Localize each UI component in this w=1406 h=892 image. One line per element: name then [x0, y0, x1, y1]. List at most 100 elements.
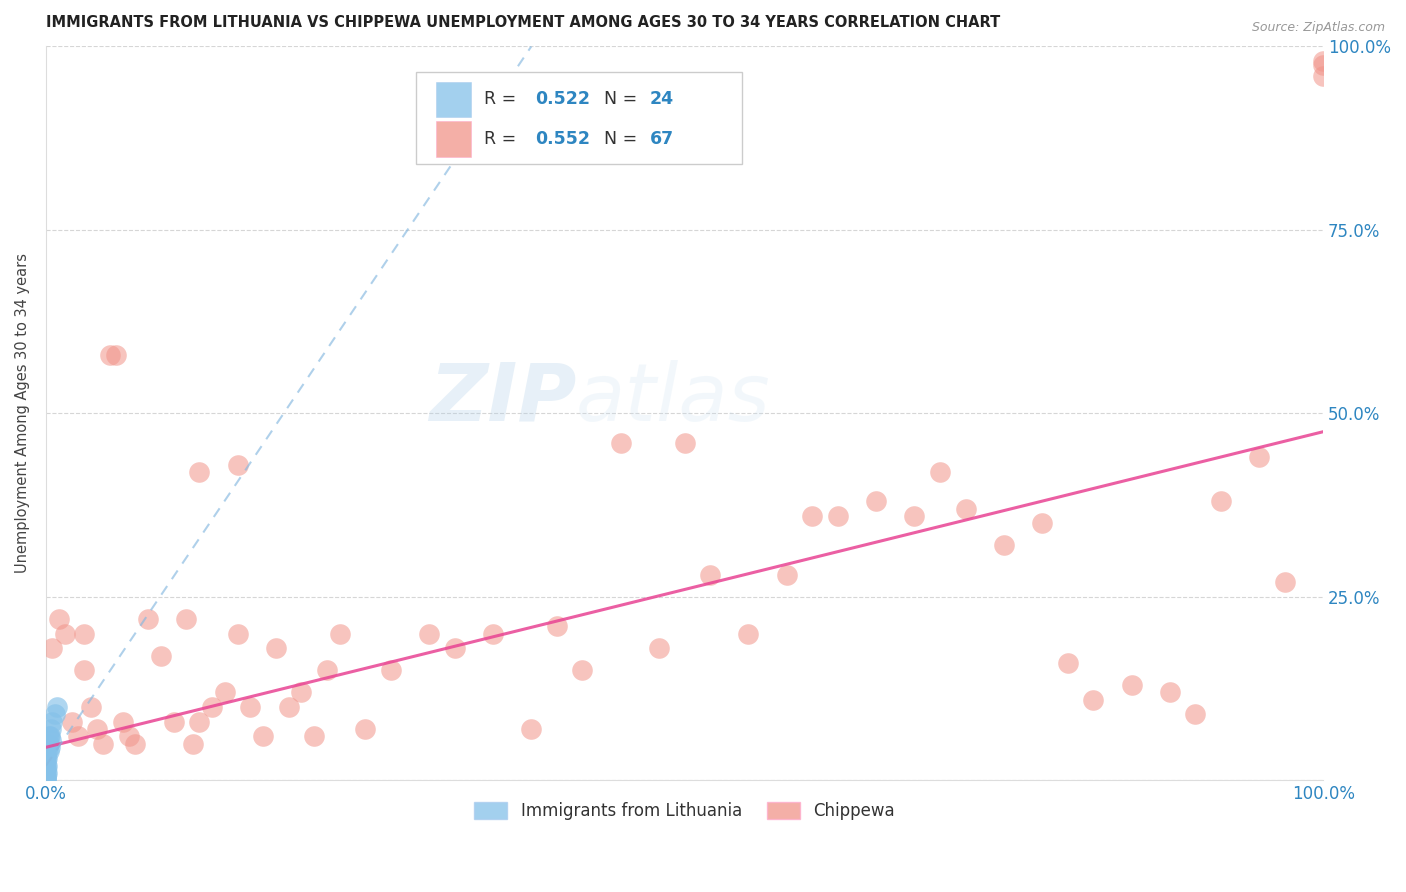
Point: [35, 773, 58, 788]
Point: [993, 539, 1015, 553]
Point: [35, 747, 58, 762]
Point: [546, 619, 568, 633]
Text: IMMIGRANTS FROM LITHUANIA VS CHIPPEWA UNEMPLOYMENT AMONG AGES 30 TO 34 YEARS COR: IMMIGRANTS FROM LITHUANIA VS CHIPPEWA UN…: [46, 15, 1000, 30]
Point: [163, 714, 186, 729]
Text: N =: N =: [592, 90, 643, 109]
Point: [118, 729, 141, 743]
Point: [1083, 692, 1105, 706]
Point: [124, 737, 146, 751]
Point: [73, 663, 96, 677]
Point: [35, 762, 58, 776]
Point: [35, 773, 58, 788]
Point: [418, 626, 440, 640]
Point: [316, 663, 339, 677]
Point: [1056, 656, 1078, 670]
Point: [73, 626, 96, 640]
Point: [111, 714, 134, 729]
Point: [277, 700, 299, 714]
Point: [38, 744, 60, 758]
Point: [827, 509, 849, 524]
Point: [136, 612, 159, 626]
Point: [443, 641, 465, 656]
Point: [98, 348, 121, 362]
Point: [105, 348, 128, 362]
Text: Source: ZipAtlas.com: Source: ZipAtlas.com: [1251, 21, 1385, 34]
Text: atlas: atlas: [576, 359, 770, 438]
Point: [35, 758, 58, 772]
Point: [41, 714, 63, 729]
Text: R =: R =: [484, 90, 522, 109]
Point: [571, 663, 593, 677]
Point: [801, 509, 824, 524]
Point: [239, 700, 262, 714]
Point: [38, 729, 60, 743]
Point: [482, 626, 505, 640]
Point: [1274, 575, 1296, 590]
Point: [776, 567, 799, 582]
Point: [955, 501, 977, 516]
Point: [1312, 54, 1334, 69]
Point: [35, 751, 58, 765]
Point: [35, 766, 58, 780]
Point: [53, 626, 76, 640]
Point: [35, 770, 58, 784]
Point: [60, 714, 83, 729]
Point: [201, 700, 224, 714]
Point: [673, 435, 696, 450]
Point: [35, 755, 58, 769]
Point: [1159, 685, 1181, 699]
Point: [1249, 450, 1271, 465]
Point: [609, 435, 631, 450]
Point: [37, 766, 59, 780]
Text: 0.552: 0.552: [536, 130, 591, 148]
Point: [41, 641, 63, 656]
Point: [520, 722, 543, 736]
Legend: Immigrants from Lithuania, Chippewa: Immigrants from Lithuania, Chippewa: [467, 796, 901, 827]
Point: [66, 729, 89, 743]
FancyBboxPatch shape: [416, 72, 742, 164]
Point: [176, 612, 198, 626]
Point: [86, 722, 108, 736]
Point: [264, 641, 287, 656]
Point: [181, 737, 204, 751]
FancyBboxPatch shape: [436, 82, 471, 117]
Text: 24: 24: [650, 90, 675, 109]
Point: [290, 685, 312, 699]
Point: [149, 648, 172, 663]
Text: 0.522: 0.522: [536, 90, 591, 109]
Point: [929, 465, 952, 479]
Point: [226, 458, 249, 472]
Point: [39, 722, 62, 736]
Point: [1209, 494, 1232, 508]
Point: [38, 740, 60, 755]
Point: [380, 663, 402, 677]
Point: [35, 770, 58, 784]
Point: [252, 729, 274, 743]
Point: [48, 612, 70, 626]
Point: [903, 509, 925, 524]
Point: [329, 626, 352, 640]
FancyBboxPatch shape: [436, 121, 471, 157]
Point: [79, 700, 101, 714]
Point: [38, 737, 60, 751]
Point: [354, 722, 377, 736]
Text: R =: R =: [484, 130, 522, 148]
Point: [865, 494, 887, 508]
Point: [1312, 58, 1334, 72]
Point: [226, 626, 249, 640]
Point: [648, 641, 671, 656]
Point: [1312, 69, 1334, 83]
Point: [38, 729, 60, 743]
Point: [37, 751, 59, 765]
Point: [737, 626, 759, 640]
Text: ZIP: ZIP: [429, 359, 576, 438]
Point: [188, 465, 211, 479]
Point: [1121, 678, 1143, 692]
Point: [699, 567, 721, 582]
Point: [1031, 516, 1053, 531]
Point: [44, 707, 66, 722]
Point: [37, 744, 59, 758]
Text: 67: 67: [650, 130, 675, 148]
Text: N =: N =: [592, 130, 643, 148]
Point: [39, 733, 62, 747]
